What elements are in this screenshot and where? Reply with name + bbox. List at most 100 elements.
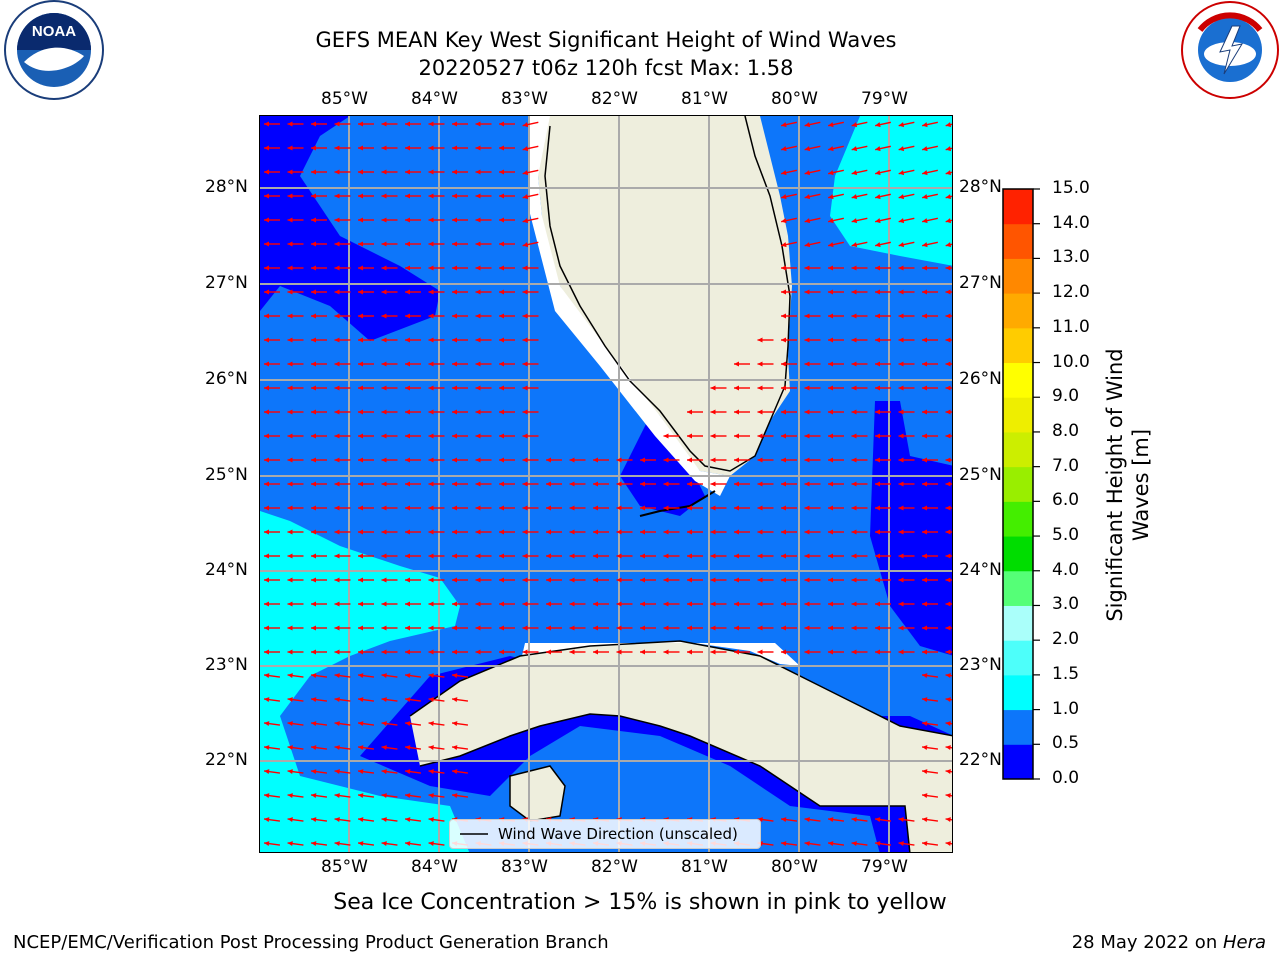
wind-wave-arrow xyxy=(851,481,868,487)
footer-date: 28 May 2022 on Hera xyxy=(1072,932,1266,953)
wind-wave-arrow xyxy=(264,457,280,463)
wind-wave-arrow xyxy=(663,601,680,607)
wind-wave-arrow xyxy=(687,649,703,655)
wind-wave-arrow xyxy=(405,649,421,655)
wind-wave-arrow xyxy=(921,745,939,751)
lon-label-bottom: 83°W xyxy=(501,857,548,877)
wind-wave-arrow xyxy=(334,313,351,319)
wind-wave-arrow xyxy=(945,649,952,655)
wind-wave-arrow xyxy=(499,241,515,247)
wind-wave-arrow xyxy=(499,457,515,463)
wind-wave-arrow xyxy=(287,577,304,583)
wind-wave-arrow xyxy=(452,265,468,271)
colorbar-block xyxy=(1003,258,1033,294)
wind-wave-arrow xyxy=(358,169,374,175)
wind-wave-arrow xyxy=(921,769,939,775)
wind-wave-arrow xyxy=(945,481,952,487)
wind-wave-arrow xyxy=(264,529,280,535)
wind-wave-arrow xyxy=(898,241,915,248)
wind-wave-arrow xyxy=(734,505,750,511)
wind-wave-arrow xyxy=(404,817,422,823)
wind-wave-arrow xyxy=(287,385,304,391)
wind-wave-arrow xyxy=(922,241,938,248)
wind-wave-arrow xyxy=(404,841,422,847)
wind-wave-arrow xyxy=(310,745,328,751)
wind-wave-arrow xyxy=(428,337,445,343)
colorbar xyxy=(1002,188,1040,780)
wind-wave-arrow xyxy=(499,145,515,151)
wave-height-map: Wind Wave Direction (unscaled) xyxy=(259,115,953,853)
cuba-south-coastline xyxy=(419,713,911,852)
colorbar-tick-label: 8.0 xyxy=(1052,420,1080,441)
wind-wave-arrow xyxy=(710,649,727,655)
wind-wave-arrow xyxy=(475,289,492,295)
wind-wave-arrow xyxy=(475,529,492,535)
wind-wave-arrow xyxy=(898,409,915,415)
wind-wave-arrow xyxy=(757,409,774,415)
wind-wave-arrow xyxy=(263,841,281,847)
mid-wave-region-ne xyxy=(830,116,952,266)
wind-wave-arrow xyxy=(428,625,445,631)
wind-wave-arrow xyxy=(898,529,915,535)
wind-wave-arrow xyxy=(357,841,375,847)
wind-wave-arrow xyxy=(334,553,351,559)
wind-wave-arrow xyxy=(522,289,539,295)
wind-wave-arrow xyxy=(804,577,821,583)
wind-wave-arrow xyxy=(499,649,515,655)
wind-wave-arrow xyxy=(287,769,304,775)
wind-wave-arrow xyxy=(781,481,797,487)
wind-wave-arrow xyxy=(287,841,304,847)
wind-wave-arrow xyxy=(264,121,280,127)
nws-logo-icon xyxy=(1180,0,1280,104)
wind-wave-arrow xyxy=(851,841,868,847)
wind-wave-arrow xyxy=(381,385,398,391)
colorbar-block xyxy=(1003,397,1033,433)
wind-wave-arrow xyxy=(381,361,398,367)
wind-wave-arrow xyxy=(851,433,868,439)
wind-wave-arrow xyxy=(334,505,351,511)
wind-wave-arrow xyxy=(334,649,351,655)
wind-wave-arrow xyxy=(804,121,821,128)
wind-wave-arrow xyxy=(804,241,821,248)
wind-wave-arrow xyxy=(428,745,445,751)
wind-wave-arrow xyxy=(499,361,515,367)
wind-wave-arrow xyxy=(804,145,821,152)
wind-wave-arrow xyxy=(287,745,304,751)
wind-wave-arrow xyxy=(898,217,915,224)
wind-wave-arrow xyxy=(522,265,539,271)
wind-wave-arrow xyxy=(522,457,539,463)
wind-wave-arrow xyxy=(945,241,952,248)
wind-wave-arrow xyxy=(452,337,468,343)
wind-wave-arrow xyxy=(334,529,351,535)
wind-wave-arrow xyxy=(428,385,445,391)
wind-wave-arrow xyxy=(781,193,797,200)
wind-wave-arrow xyxy=(263,769,281,775)
wind-wave-arrow xyxy=(804,313,821,319)
wind-wave-arrow xyxy=(358,649,374,655)
lat-label-right: 22°N xyxy=(959,750,1002,770)
wind-wave-arrow xyxy=(945,841,952,847)
wind-wave-arrow xyxy=(922,625,938,631)
wind-wave-arrow xyxy=(499,529,515,535)
wind-wave-arrow xyxy=(264,385,280,391)
wind-wave-arrow xyxy=(499,577,515,583)
wind-wave-arrow xyxy=(593,649,609,655)
wind-wave-arrow xyxy=(452,577,468,583)
wind-wave-arrow xyxy=(569,457,586,463)
wind-wave-arrow xyxy=(922,337,938,343)
colorbar-tick-label: 0.5 xyxy=(1052,733,1080,754)
wind-wave-arrow xyxy=(781,577,797,583)
wind-wave-arrow xyxy=(381,409,398,415)
wind-wave-arrow xyxy=(475,577,492,583)
wind-wave-arrow xyxy=(428,217,445,223)
wind-wave-arrow xyxy=(828,505,844,511)
wind-wave-arrow xyxy=(828,625,844,631)
wind-wave-arrow xyxy=(404,673,422,679)
wind-wave-arrow xyxy=(663,529,680,535)
wind-wave-arrow xyxy=(311,169,327,175)
wind-wave-arrow xyxy=(734,481,750,487)
wind-wave-arrow xyxy=(522,649,539,655)
wind-wave-arrow xyxy=(945,601,952,607)
wind-wave-arrow xyxy=(499,553,515,559)
wind-wave-arrow xyxy=(851,409,868,415)
